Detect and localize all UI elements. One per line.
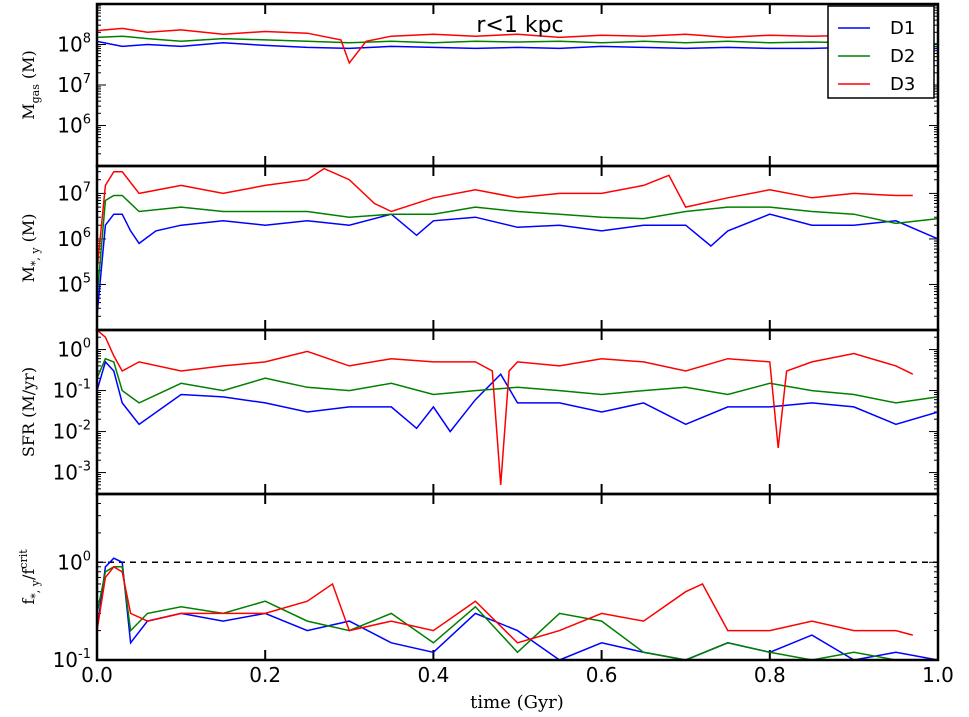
series-line-d2 [97,194,938,299]
y-tick-label: 108 [57,32,91,57]
x-tick-label: 0.6 [586,663,618,687]
series-group [97,27,938,65]
series-line-d3 [97,330,914,485]
x-axis-label: time (Gyr) [470,692,564,713]
y-tick-label: 105 [57,271,91,296]
legend-entry: D1 [890,18,915,39]
series-line-d1 [97,40,938,51]
x-tick-label: 0.2 [249,663,281,687]
series-group [97,167,938,317]
legend-box [827,5,935,99]
panel-frame [95,492,940,662]
series-line-d3 [97,27,913,65]
panel-frame [95,164,940,332]
legend: D1 D2 D3 [827,5,935,99]
panel-frame [95,328,940,496]
panel-fratio: 10-1 100 f*, y/fcrit [17,492,940,672]
y-tick-label: 100 [57,549,91,574]
y-tick-label: 100 [57,337,91,362]
x-tick-label: 0.4 [417,663,449,687]
series-line-d2 [97,35,938,46]
series-line-d2 [97,357,938,404]
y-axis-label: M*, y (M) [19,213,42,282]
panel-mstar: 105 106 107 M*, y (M) [19,164,940,332]
y-tick-label: 10-3 [53,460,91,485]
y-tick-label: 107 [57,180,91,205]
series-group [97,557,938,660]
series-line-d1 [97,213,938,317]
chart-annotation: r<1 kpc [476,13,563,38]
series-group [97,330,938,485]
x-tick-label: 1.0 [922,663,954,687]
legend-entry: D2 [890,46,915,67]
series-line-d3 [97,565,913,644]
y-tick-label: 106 [57,226,91,251]
x-tick-label: 0.0 [81,663,113,687]
series-line-d3 [97,167,913,271]
y-axis-label: Mgas (M) [19,50,42,120]
y-tick-label: 10-1 [53,647,91,672]
y-axis-label: f*, y/fcrit [17,549,42,605]
y-axis-label: SFR (M/yr) [19,367,38,457]
series-line-d1 [97,360,938,433]
y-tick-label: 10-1 [53,378,91,403]
series-line-d2 [97,566,938,660]
y-tick-label: 107 [57,72,91,97]
y-tick-label: 106 [57,113,91,138]
panel-sfr: 10-3 10-2 10-1 100 SFR (M/yr) [19,328,940,496]
y-tick-label: 10-2 [53,419,91,444]
legend-entry: D3 [890,74,915,95]
x-tick-label: 0.8 [754,663,786,687]
series-line-d1 [97,557,938,660]
